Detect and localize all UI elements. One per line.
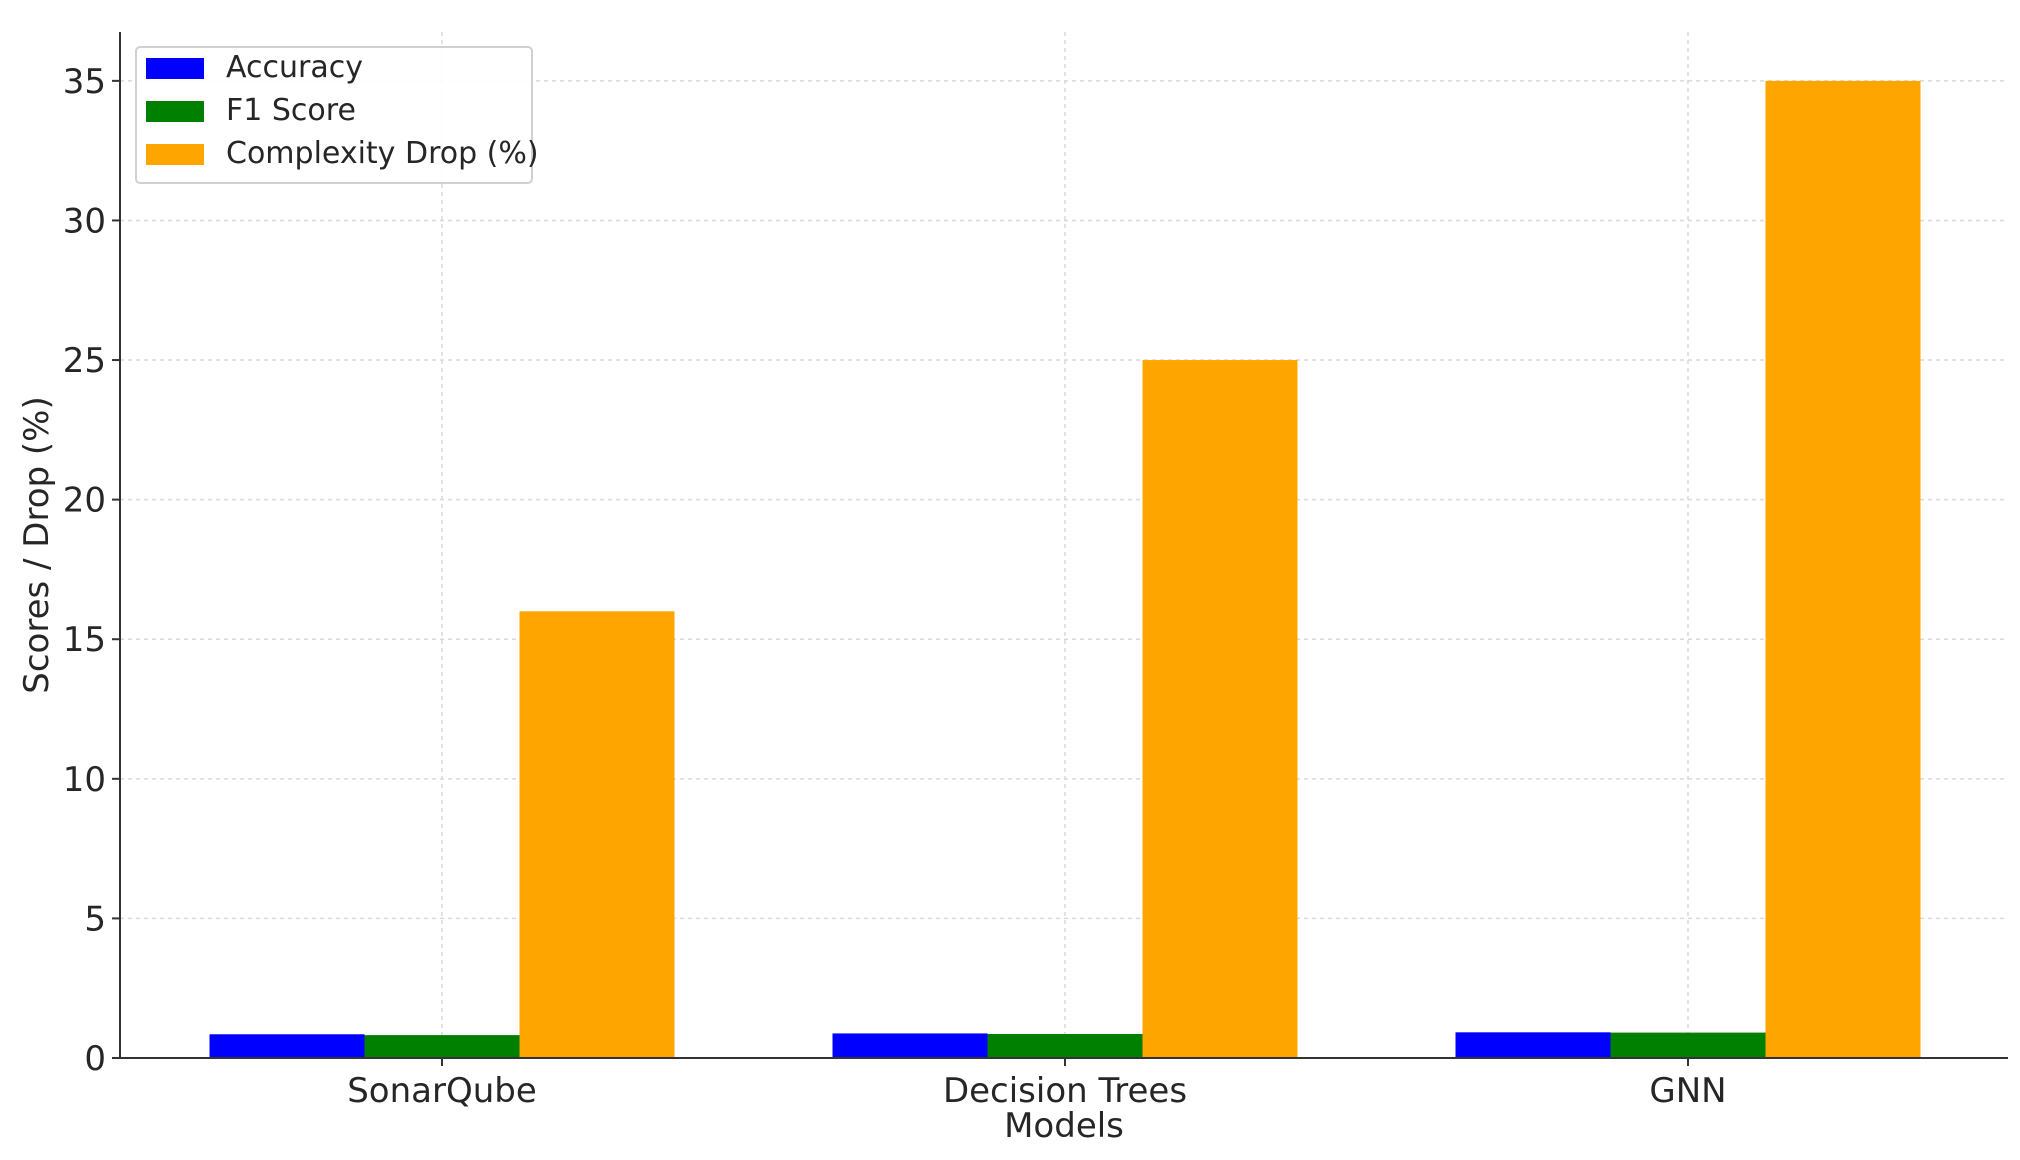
bar-complexity-drop bbox=[1765, 80, 1921, 1059]
legend-label: F1 Score bbox=[226, 93, 356, 128]
x-axis-title: Models bbox=[1004, 1106, 1124, 1146]
y-tick-label: 10 bbox=[63, 760, 106, 800]
legend-box bbox=[135, 46, 533, 184]
x-tick-label: SonarQube bbox=[347, 1071, 537, 1111]
bar-complexity-drop bbox=[519, 611, 675, 1058]
y-axis-title: Scores / Drop (%) bbox=[17, 396, 57, 693]
bars bbox=[209, 80, 1921, 1059]
bar-accuracy bbox=[209, 1034, 365, 1058]
legend-swatch bbox=[146, 144, 204, 165]
bar-f1-score bbox=[987, 1033, 1143, 1058]
y-tick-label: 30 bbox=[63, 201, 106, 241]
y-tick-label: 5 bbox=[84, 899, 106, 939]
x-tick-label: Decision Trees bbox=[943, 1071, 1187, 1111]
legend: Accuracy F1 Score Complexity Drop (%) bbox=[135, 46, 539, 184]
legend-label: Accuracy bbox=[226, 50, 363, 85]
y-tick-label: 20 bbox=[63, 481, 106, 521]
bar-accuracy bbox=[1455, 1032, 1611, 1058]
bar-f1-score bbox=[1610, 1032, 1766, 1058]
bar-complexity-drop bbox=[1142, 360, 1298, 1059]
legend-swatch bbox=[146, 101, 204, 122]
legend-label: Complexity Drop (%) bbox=[226, 136, 539, 171]
x-tick-label: GNN bbox=[1649, 1071, 1726, 1111]
y-tick-label: 0 bbox=[84, 1039, 106, 1079]
legend-swatch bbox=[146, 58, 204, 79]
y-tick-label: 15 bbox=[63, 620, 106, 660]
bar-accuracy bbox=[832, 1033, 988, 1058]
bar-f1-score bbox=[364, 1035, 520, 1058]
y-tick-label: 35 bbox=[63, 62, 106, 102]
y-ticks: 0 5 10 15 20 25 30 35 bbox=[63, 62, 120, 1079]
y-tick-label: 25 bbox=[63, 341, 106, 381]
x-ticks: SonarQube Decision Trees GNN bbox=[347, 1058, 1727, 1111]
